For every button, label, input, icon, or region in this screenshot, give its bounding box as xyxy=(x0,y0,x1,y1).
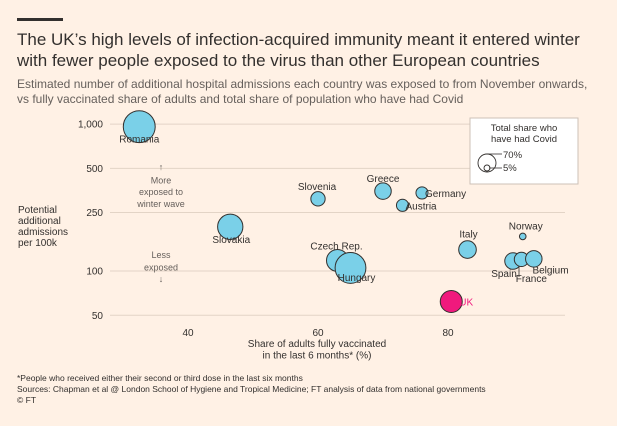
label-italy: Italy xyxy=(459,230,477,241)
arrow-up-icon: ↑ xyxy=(159,162,164,172)
label-czech-rep: Czech Rep. xyxy=(310,241,362,252)
label-france: France xyxy=(516,274,548,285)
x-tick-label: 40 xyxy=(182,328,194,339)
bubble-france xyxy=(525,250,543,268)
x-tick-label: 60 xyxy=(312,328,324,339)
y-tick-label: 500 xyxy=(86,164,103,175)
label-uk: UK xyxy=(459,298,473,309)
bubble-italy xyxy=(458,240,477,259)
sources-note: Sources: Chapman et al @ London School o… xyxy=(17,384,486,394)
arrow-down-icon: ↓ xyxy=(159,274,164,284)
y-axis-title: per 100k xyxy=(18,238,58,249)
label-slovakia: Slovakia xyxy=(212,235,250,246)
x-axis-title: Share of adults fully vaccinated xyxy=(248,339,386,350)
bubble-greece xyxy=(374,182,392,200)
chart-subtitle: Estimated number of additional hospital … xyxy=(17,77,588,106)
copyright: © FT xyxy=(17,395,37,405)
bubble-norway xyxy=(518,232,527,241)
y-axis-title: additional xyxy=(18,216,61,227)
label-greece: Greece xyxy=(367,174,400,185)
bubble-slovakia xyxy=(217,213,244,240)
annotation-less-exposed: Less xyxy=(151,250,171,260)
x-tick-label: 80 xyxy=(442,328,454,339)
legend-title: have had Covid xyxy=(491,134,557,145)
y-tick-label: 250 xyxy=(86,208,103,219)
bubble-hungary xyxy=(334,252,367,284)
label-belgium: Belgium xyxy=(532,265,568,276)
legend-title: Total share who xyxy=(491,123,558,134)
x-axis-title: in the last 6 months* (%) xyxy=(263,351,372,362)
y-axis-title: Potential xyxy=(18,205,57,216)
y-tick-label: 1,000 xyxy=(78,120,103,131)
header-rule xyxy=(17,18,63,21)
legend-item: 70% xyxy=(503,150,523,161)
annotation-less-exposed: exposed xyxy=(144,263,178,273)
label-germany: Germany xyxy=(425,189,466,200)
y-tick-label: 50 xyxy=(92,311,104,322)
annotation-more-exposed: More xyxy=(151,176,172,186)
label-hungary: Hungary xyxy=(338,273,376,284)
legend-item: 5% xyxy=(503,163,517,174)
y-axis-title: admissions xyxy=(18,227,68,238)
bubble-austria xyxy=(395,198,410,212)
chart-title: The UK’s high levels of infection-acquir… xyxy=(17,30,580,70)
footnote: *People who received either their second… xyxy=(17,373,303,383)
bubble-germany xyxy=(415,186,429,200)
label-romania: Romania xyxy=(119,135,159,146)
annotation-more-exposed: winter wave xyxy=(136,199,185,209)
label-slovenia: Slovenia xyxy=(298,182,337,193)
label-austria: Austria xyxy=(406,201,438,212)
annotation-more-exposed: exposed to xyxy=(139,187,183,197)
label-norway: Norway xyxy=(509,221,543,232)
legend-box xyxy=(469,117,579,185)
y-tick-label: 100 xyxy=(86,267,103,278)
bubble-uk xyxy=(439,290,463,314)
bubble-slovenia xyxy=(310,191,326,207)
label-spain: Spain xyxy=(491,269,517,280)
bubble-romania xyxy=(122,110,156,144)
